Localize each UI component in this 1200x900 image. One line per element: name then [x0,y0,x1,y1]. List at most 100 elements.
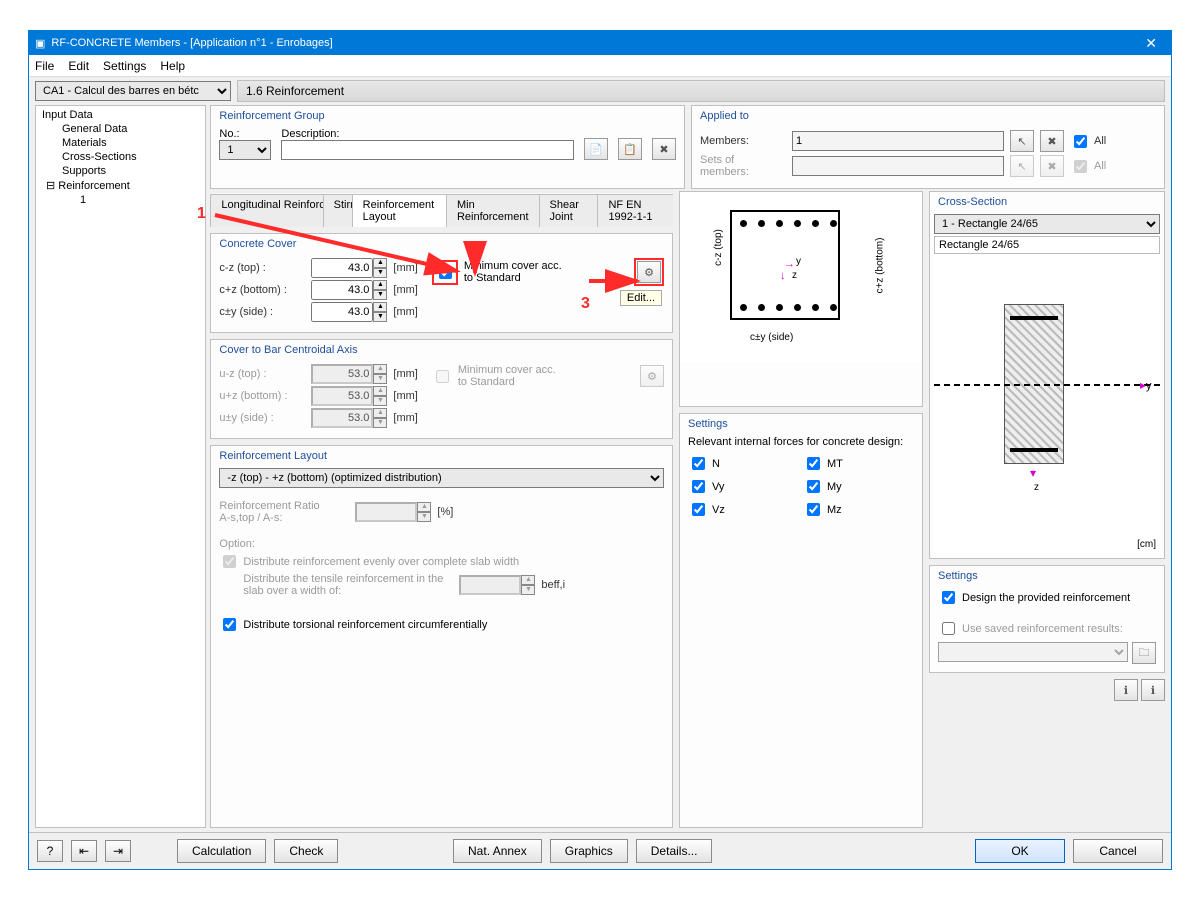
edit-tooltip: Edit... [620,290,662,306]
lbl-no: No.: [219,128,271,140]
group-applied-title: Applied to [692,106,1164,124]
tab-stirrups[interactable]: Stirrups [323,194,353,227]
tab-min[interactable]: Min Reinforcement [446,194,540,227]
option-lbl: Option: [219,538,664,550]
chk-n[interactable] [692,457,705,470]
tabs: Longitudinal Reinforcement Stirrups Rein… [210,193,673,227]
footer: ? ⇤ ⇥ Calculation Check Nat. Annex Graph… [29,832,1171,869]
min-cover-chk[interactable] [439,266,452,279]
layout-title: Reinforcement Layout [211,446,672,464]
help-icon[interactable]: ? [37,840,63,862]
menu-edit[interactable]: Edit [68,59,89,73]
ok-button[interactable]: OK [975,839,1065,863]
tab-layout[interactable]: Reinforcement Layout [352,194,447,227]
tab-shear[interactable]: Shear Joint [539,194,599,227]
case-combo[interactable]: CA1 - Calcul des barres en bétc [35,81,231,101]
ratio-input [355,502,417,522]
chk-mz[interactable] [807,503,820,516]
cz-bot-input[interactable] [311,280,373,300]
members-input[interactable] [792,131,1004,151]
titlebar: ▣ RF-CONCRETE Members - [Application n°1… [29,31,1171,55]
clear-icon[interactable]: ✖ [1040,130,1064,152]
tree-root[interactable]: Input Data [40,108,201,122]
graphics-button[interactable]: Graphics [550,839,628,863]
design-chk[interactable] [942,591,955,604]
details-button[interactable]: Details... [636,839,713,863]
cancel-button[interactable]: Cancel [1073,839,1163,863]
tree-reinforcement[interactable]: ⊟ Reinforcement [40,178,201,193]
info2-icon[interactable]: ℹ [1141,679,1165,701]
lbl-cy: c±y (side) : [219,306,305,318]
menu-help[interactable]: Help [160,59,185,73]
all-sets-chk [1074,160,1087,173]
edit-cover2-icon: ⚙ [640,365,664,387]
copy-icon[interactable]: 📋 [618,138,642,160]
opt1-chk [223,555,236,568]
calc-button[interactable]: Calculation [177,839,266,863]
annex-button[interactable]: Nat. Annex [453,839,542,863]
opt2-chk[interactable] [223,618,236,631]
lbl-uy: u±y (side) : [219,412,305,424]
min-cover2-lbl: Minimum cover acc. to Standard [458,364,568,388]
tree-reinf-1[interactable]: 1 [40,193,201,207]
saved-icon[interactable]: 🗀 [1132,642,1156,664]
delete-icon[interactable]: ✖ [652,138,676,160]
group-reinf-title: Reinforcement Group [211,106,684,124]
tree-supports[interactable]: Supports [40,164,201,178]
opt1a-lbl: Distribute the tensile reinforcement in … [243,573,453,597]
nav-tree: Input Data General Data Materials Cross-… [35,105,206,828]
settings-mid-title: Settings [680,414,922,432]
opt1a-input [459,575,521,595]
cover-title: Concrete Cover [211,234,672,252]
cz-top-input[interactable] [311,258,373,278]
all-members-chk[interactable] [1074,135,1087,148]
import-icon[interactable]: ⇤ [71,840,97,862]
menubar: File Edit Settings Help [29,55,1171,77]
new-icon[interactable]: 📄 [584,138,608,160]
settings-r-title: Settings [930,566,1164,584]
cs-select[interactable]: 1 - Rectangle 24/65 [934,214,1160,234]
cs-label: Rectangle 24/65 [934,236,1160,254]
cs-title: Cross-Section [930,192,1164,210]
cross-section-diagram: ▸y ▾ z [cm] [934,254,1160,554]
section-header: 1.6 Reinforcement [237,80,1165,102]
saved-chk[interactable] [942,622,955,635]
info1-icon[interactable]: ℹ [1114,679,1138,701]
sets-input [792,156,1004,176]
min-cover-lbl: Minimum cover acc. to Standard [464,260,574,284]
lbl-cz-bot: c+z (bottom) : [219,284,305,296]
tree-general[interactable]: General Data [40,122,201,136]
min-cover2-chk [436,370,449,383]
lbl-sets: Sets of members: [700,154,786,178]
tree-materials[interactable]: Materials [40,136,201,150]
uy-input [311,408,373,428]
check-button[interactable]: Check [274,839,338,863]
chk-vz[interactable] [692,503,705,516]
chk-mt[interactable] [807,457,820,470]
saved-select [938,642,1128,662]
no-select[interactable]: 1 [219,140,271,160]
desc-input[interactable] [281,140,574,160]
tree-cross[interactable]: Cross-Sections [40,150,201,164]
cover-diagram: →y ↓z c-z (top) c+z (bottom) c±y (side) [680,192,922,362]
lbl-desc: Description: [281,128,574,140]
menu-settings[interactable]: Settings [103,59,146,73]
menu-file[interactable]: File [35,59,54,73]
uz-bot-input [311,386,373,406]
export-icon[interactable]: ⇥ [105,840,131,862]
settings-mid-txt: Relevant internal forces for concrete de… [688,436,914,448]
centroidal-title: Cover to Bar Centroidal Axis [211,340,672,358]
pick-icon[interactable]: ↖ [1010,130,1034,152]
lbl-members: Members: [700,135,786,147]
chk-my[interactable] [807,480,820,493]
tab-longitudinal[interactable]: Longitudinal Reinforcement [210,194,323,227]
pick2-icon: ↖ [1010,155,1034,177]
layout-select[interactable]: -z (top) - +z (bottom) (optimized distri… [219,468,664,488]
cy-input[interactable] [311,302,373,322]
chk-vy[interactable] [692,480,705,493]
clear2-icon: ✖ [1040,155,1064,177]
tab-nf[interactable]: NF EN 1992-1-1 [597,194,673,227]
window-title: RF-CONCRETE Members - [Application n°1 -… [51,37,332,49]
close-icon[interactable]: ✕ [1137,35,1165,52]
edit-cover-icon[interactable]: ⚙ [637,261,661,283]
